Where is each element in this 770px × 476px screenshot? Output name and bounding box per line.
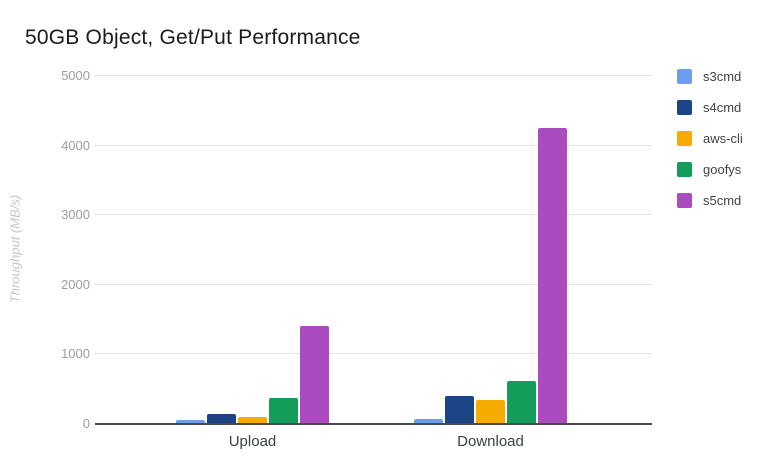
y-tick-label-4000: 4000 — [61, 137, 90, 153]
y-tick-label-3000: 3000 — [61, 207, 90, 223]
legend-label-aws-cli: aws-cli — [703, 131, 743, 146]
bar-group-upload — [176, 326, 329, 423]
legend-swatch-goofys — [677, 162, 692, 177]
legend-item-s4cmd: s4cmd — [677, 100, 743, 115]
bar-goofys-download — [507, 381, 536, 423]
x-axis-label-download: Download — [457, 433, 524, 450]
legend-swatch-s5cmd — [677, 193, 692, 208]
legend-label-s4cmd: s4cmd — [703, 100, 742, 115]
legend-label-goofys: goofys — [703, 162, 742, 177]
legend-swatch-s3cmd — [677, 69, 692, 84]
chart-title: 50GB Object, Get/Put Performance — [25, 26, 361, 49]
legend-item-goofys: goofys — [677, 162, 743, 177]
y-tick-label-2000: 2000 — [61, 276, 90, 292]
legend-label-s3cmd: s3cmd — [703, 69, 742, 84]
bar-s4cmd-upload — [207, 414, 236, 423]
legend: s3cmd s4cmd aws-cli goofys s5cmd — [677, 69, 743, 224]
plot-area — [95, 75, 652, 425]
legend-label-s5cmd: s5cmd — [703, 193, 742, 208]
x-axis-label-upload: Upload — [228, 433, 277, 450]
bar-s3cmd-upload — [176, 420, 205, 423]
bar-goofys-upload — [269, 398, 298, 423]
legend-swatch-s4cmd — [677, 100, 692, 115]
bar-s5cmd-upload — [300, 326, 329, 423]
gridline-2000 — [95, 283, 652, 285]
gridline-3000 — [95, 214, 652, 216]
bar-s4cmd-download — [445, 396, 474, 423]
legend-item-aws-cli: aws-cli — [677, 131, 743, 146]
legend-item-s5cmd: s5cmd — [677, 193, 743, 208]
bar-aws-cli-upload — [238, 417, 267, 423]
y-axis-title: Throughput (MB/s) — [0, 75, 30, 423]
y-tick-label-0: 0 — [82, 416, 90, 431]
bar-s5cmd-download — [538, 128, 567, 423]
bar-group-download — [414, 128, 567, 423]
bar-aws-cli-download — [476, 400, 505, 423]
gridline-4000 — [95, 144, 652, 146]
legend-swatch-aws-cli — [677, 131, 692, 146]
y-tick-label-5000: 5000 — [61, 68, 90, 83]
y-tick-label-1000: 1000 — [61, 346, 90, 362]
legend-item-s3cmd: s3cmd — [677, 69, 743, 84]
gridline-1000 — [95, 353, 652, 355]
gridline-5000 — [95, 75, 652, 76]
x-axis-line — [95, 423, 652, 425]
y-axis-title-text: Throughput (MB/s) — [7, 194, 23, 304]
bar-s3cmd-download — [414, 419, 443, 423]
